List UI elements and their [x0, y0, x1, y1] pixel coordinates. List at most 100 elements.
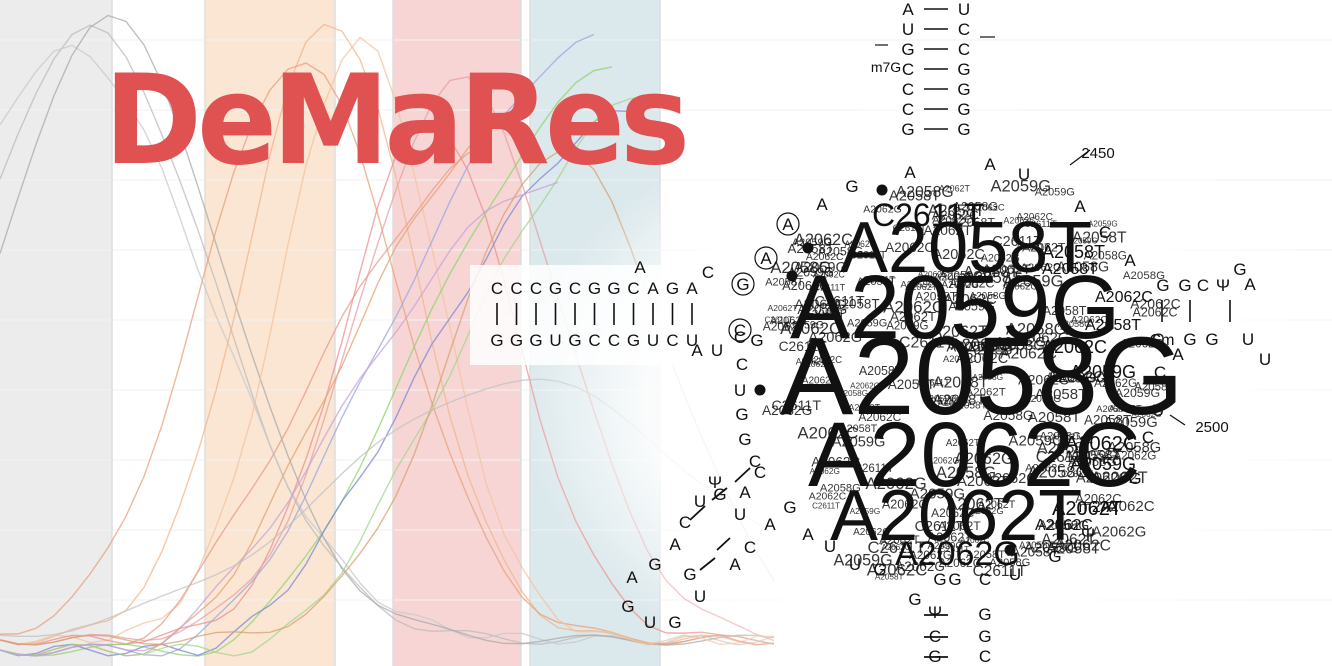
mutation-label-small: A2062C: [809, 491, 847, 502]
nucleotide: G: [1156, 276, 1169, 295]
mutation-label-large: A2059G: [790, 258, 1120, 358]
mutation-label-small: A2058G: [990, 337, 1045, 354]
mutation-label-small: A2062C: [845, 239, 877, 249]
mutation-label-small: A2058G: [1006, 320, 1067, 339]
mutation-label-small: A2062C: [1020, 262, 1061, 274]
mutation-label-small: A2062C: [1130, 295, 1181, 311]
mutation-label-small: A2062C: [1025, 463, 1065, 475]
mutation-label-small: A2058G: [1038, 517, 1089, 533]
mutation-label-small: A2058T: [1037, 440, 1093, 457]
mutation-label-small: A2062G: [1121, 337, 1164, 350]
nucleotide: G: [549, 279, 562, 298]
mutation-label-small: A2059G: [990, 177, 1051, 195]
mutation-label-small: A2062C: [1075, 491, 1121, 506]
mutation-label-small: A2062G: [1131, 410, 1161, 419]
chart-band: [0, 0, 112, 666]
circled-nucleotide: [731, 272, 755, 296]
nucleotide: U: [644, 613, 656, 632]
mutation-label-small: A2062C: [943, 354, 977, 364]
nucleotide: A: [1124, 251, 1136, 270]
nucleotide: G: [1048, 547, 1061, 566]
nucleotide: G: [1233, 260, 1246, 279]
mutation-label-small: A2058T: [839, 423, 877, 435]
mutation-word-cloud: A2058TA2058TA2058GA2062CA2062TA2062CC261…: [762, 177, 1184, 581]
mutation-label-large: A2058T: [840, 208, 1092, 288]
mutation-label-small: A2059G: [1035, 187, 1075, 199]
nucleotide: A: [669, 535, 681, 554]
helix-backdrop: [470, 265, 770, 365]
mutation-label-small: C2611T: [1061, 469, 1093, 479]
mutation-label-small: A2059G: [792, 237, 832, 249]
nucleotide: G: [957, 120, 970, 139]
modified-base-label: Cm: [1150, 332, 1175, 349]
mutation-label-small: A2062G: [969, 506, 1003, 516]
mutation-label-small: A2062C: [984, 471, 1036, 487]
nucleotide: C: [1154, 363, 1166, 382]
mutation-label-small: A2059G: [833, 552, 892, 570]
mutation-label-small: C2611T: [814, 283, 846, 293]
mutation-label-small: A2059G: [948, 299, 995, 313]
mutation-label-small: A2062C: [1071, 315, 1108, 326]
mutation-label-small: A2058G: [838, 389, 868, 398]
nucleotide: C: [734, 328, 746, 347]
mutation-label-small: A2062G: [808, 330, 862, 346]
nucleotide: C: [1197, 276, 1209, 295]
mutation-label-small: A2062T: [931, 323, 988, 341]
mutation-label-small: A2058T: [933, 374, 989, 391]
nucleotide: G: [736, 275, 749, 294]
mutation-label-small: A2059G: [1024, 540, 1078, 556]
nucleotide: G: [1205, 330, 1218, 349]
mutation-label-small: C2611T: [815, 294, 865, 310]
mutation-label-small: A2059G: [1068, 236, 1097, 245]
mutation-label-small: A2062C: [918, 270, 948, 279]
nucleotide: U: [549, 331, 561, 350]
nucleotide: C: [1152, 330, 1164, 349]
mutation-label-small: A2062T: [946, 496, 1003, 514]
mutation-label-small: A2058G: [820, 482, 861, 494]
mutation-label-small: A2058G: [983, 408, 1033, 423]
nucleotide: A: [902, 0, 914, 19]
mutation-label-small: A2062C: [882, 498, 928, 512]
mutation-label-small: A2059G: [923, 393, 957, 403]
nucleotide: A: [691, 341, 703, 360]
base-pair-line: [716, 537, 731, 551]
mutation-label-small: A2062C: [885, 240, 934, 255]
mutation-label-small: A2058T: [1070, 448, 1121, 464]
tertiary-contact-dot: [1004, 544, 1016, 556]
mutation-label-small: A2058T: [966, 340, 1022, 358]
nucleotide: C: [608, 331, 620, 350]
mutation-label-small: A2059G: [1088, 220, 1118, 229]
mutation-label-small: A2058T: [1019, 540, 1054, 551]
nucleotide: C: [736, 355, 748, 374]
mutation-label-small: A2062T: [1041, 531, 1096, 548]
mutation-label-small: A2062C: [1003, 216, 1036, 226]
mutation-label-small: A2058T: [1011, 544, 1059, 559]
mutation-label-small: C2611T: [812, 501, 840, 510]
mutation-label-small: A2058T: [952, 215, 996, 229]
mutation-label-small: A2059G: [1003, 272, 1064, 291]
mutation-label-small: A2062C: [1003, 281, 1038, 292]
position-label: 2450: [1081, 145, 1114, 162]
mutation-label-small: C2611T: [899, 334, 955, 351]
nucleotide: C: [902, 80, 914, 99]
mutation-label-small: A2062C: [853, 527, 890, 538]
mutation-label-small: C2611T: [854, 463, 894, 475]
mutation-label-small: A2062C: [811, 454, 860, 469]
series-line: [0, 36, 775, 646]
mutation-label-large: A2062C: [808, 404, 1140, 506]
mutation-label-small: A2062T: [938, 519, 981, 533]
mutation-label-small: A2062G: [981, 252, 1020, 264]
mutation-label-small: A2062G: [927, 455, 959, 465]
mutation-label-small: A2058T: [1084, 412, 1131, 427]
mutation-label-small: A2058T: [1028, 409, 1081, 426]
mutation-label-small: A2062C: [1016, 212, 1053, 223]
mutation-label-small: A2058T: [951, 401, 987, 412]
mutation-label-small: A2062G: [941, 280, 979, 291]
nucleotide: C: [702, 263, 714, 282]
structure-backdrop: [520, 100, 1332, 666]
nucleotide: C: [1099, 223, 1111, 242]
nucleotide: G: [683, 565, 696, 584]
nucleotide: G: [901, 40, 914, 59]
nucleotide: C: [569, 279, 581, 298]
